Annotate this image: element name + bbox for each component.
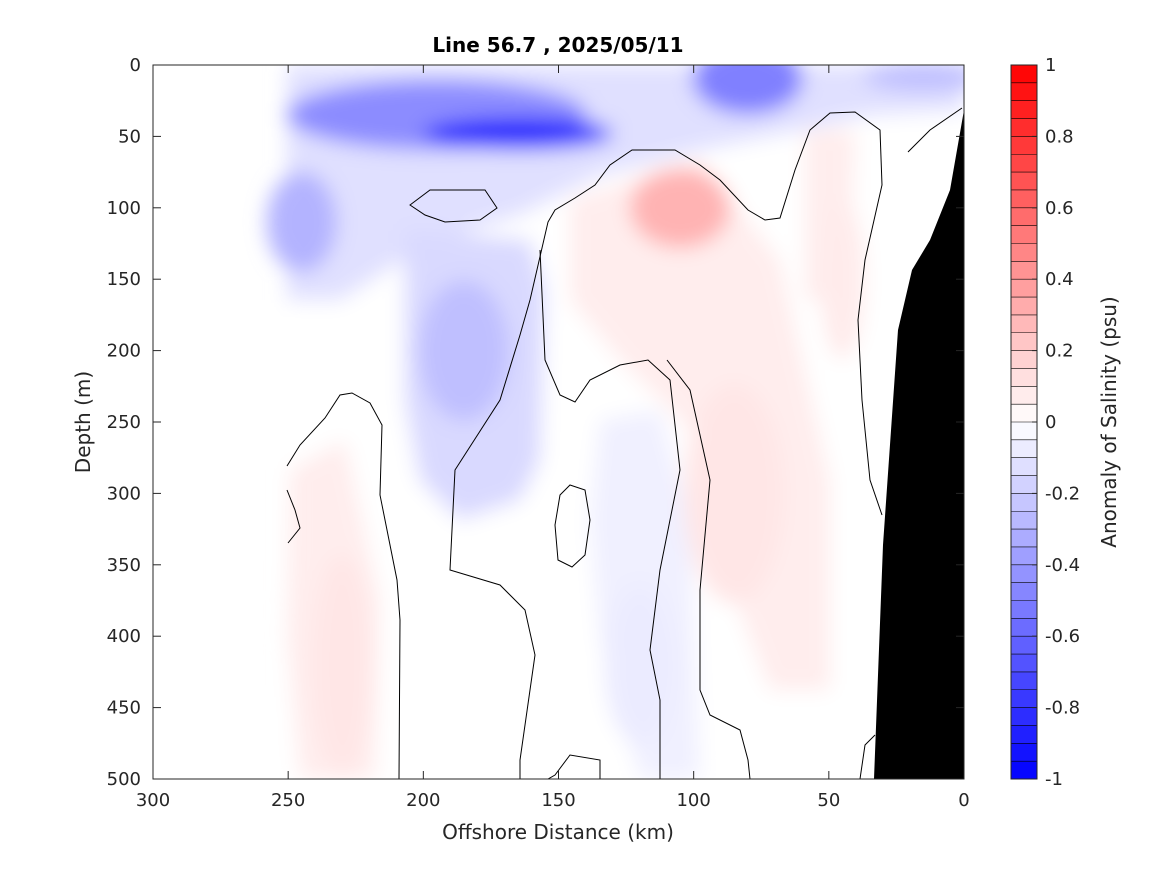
y-tick-label: 250: [107, 412, 141, 433]
colorbar-level: [1011, 314, 1037, 334]
y-tick-label: 300: [107, 483, 141, 504]
y-tick-label: 150: [107, 269, 141, 290]
colorbar-level: [1011, 297, 1037, 316]
colorbar-level: [1011, 707, 1037, 726]
colorbar-level: [1011, 475, 1037, 494]
colorbar-level: [1011, 422, 1037, 441]
y-axis: 0 50 100 150 200 250 300 350 400 450 500: [107, 55, 964, 790]
colorbar-tick-label: 0.6: [1045, 198, 1074, 219]
colorbar-level: [1011, 761, 1037, 780]
y-tick-label: 50: [118, 126, 141, 147]
x-tick-label: 200: [406, 790, 440, 811]
colorbar-level: [1011, 404, 1037, 423]
x-tick-label: 0: [958, 790, 969, 811]
colorbar-tick-label: -0.6: [1045, 626, 1080, 647]
anomaly-field: [266, 65, 964, 779]
colorbar-level: [1011, 636, 1037, 655]
colorbar-level: [1011, 350, 1037, 369]
colorbar-level: [1011, 529, 1037, 548]
colorbar-level: [1011, 100, 1037, 120]
colorbar-tick-label: 0.8: [1045, 126, 1074, 147]
chart-title: Line 56.7 , 2025/05/11: [432, 33, 683, 57]
zero-contour-eddy-320m: [554, 484, 591, 568]
colorbar-level: [1011, 261, 1037, 280]
colorbar: 1 0.8 0.6 0.4 0.2 0 -0.2 -0.4 -0.6 -0.8 -1: [1010, 55, 1080, 790]
region-surface-fresh-east: [692, 65, 803, 115]
y-tick-label: 500: [107, 769, 141, 790]
region-salty-deep-offshore: [312, 554, 373, 775]
colorbar-level: [1011, 332, 1037, 352]
colorbar-level: [1011, 386, 1037, 405]
colorbar-tick-label: 0.2: [1045, 341, 1074, 362]
colorbar-level: [1011, 118, 1037, 137]
plot-area: [153, 65, 964, 779]
region-deep-fresh: [604, 584, 675, 745]
y-axis-label: Depth (m): [71, 371, 95, 473]
colorbar-tick-label: -0.4: [1045, 555, 1080, 576]
colorbar-level: [1011, 439, 1037, 459]
colorbar-level: [1011, 618, 1037, 637]
colorbar-tick-label: 1: [1045, 55, 1056, 76]
y-tick-label: 350: [107, 555, 141, 576]
zero-contour-inner: [539, 249, 681, 779]
x-tick-label: 150: [541, 790, 575, 811]
colorbar-tick-label: 0: [1045, 412, 1056, 433]
x-axis: 300 250 200 150 100 50 0: [136, 65, 970, 811]
x-tick-label: 100: [676, 790, 710, 811]
region-midwater-fresh: [418, 280, 509, 421]
colorbar-level: [1011, 564, 1037, 584]
colorbar-level: [1011, 493, 1037, 512]
colorbar-level: [1011, 600, 1037, 619]
colorbar-level: [1011, 207, 1037, 227]
colorbar-level: [1011, 136, 1037, 155]
y-tick-label: 450: [107, 698, 141, 719]
colorbar-level: [1011, 654, 1037, 673]
region-offshore-fresh-100m: [266, 172, 337, 273]
zero-contour-central: [449, 111, 883, 779]
colorbar-level: [1011, 582, 1037, 601]
zero-contour-eddy-100m: [409, 189, 498, 223]
x-tick-label: 50: [817, 790, 840, 811]
colorbar-tick-label: -0.8: [1045, 698, 1080, 719]
x-tick-label: 250: [271, 790, 305, 811]
colorbar-level: [1011, 671, 1037, 691]
bathymetry-mask: [874, 110, 964, 779]
colorbar-level: [1011, 189, 1037, 209]
y-tick-label: 200: [107, 341, 141, 362]
colorbar-level: [1011, 82, 1037, 102]
x-tick-label: 300: [136, 790, 170, 811]
region-salty-nearshore: [820, 199, 865, 360]
region-salty-tongue: [684, 383, 785, 604]
zero-contours: [286, 107, 963, 779]
colorbar-level: [1011, 225, 1037, 244]
region-surface-fresh-core: [422, 117, 613, 150]
colorbar-label: Anomaly of Salinity (psu): [1097, 296, 1121, 547]
colorbar-level: [1011, 457, 1037, 477]
colorbar-tick-label: 0.4: [1045, 269, 1074, 290]
colorbar-level: [1011, 172, 1037, 191]
colorbar-tick-label: -0.2: [1045, 483, 1080, 504]
colorbar-level: [1011, 65, 1037, 84]
colorbar-level: [1011, 279, 1037, 298]
region-surface-fresh-nearshore: [863, 65, 964, 92]
y-tick-label: 100: [107, 198, 141, 219]
colorbar-level: [1011, 511, 1037, 530]
colorbar-level: [1011, 154, 1037, 173]
colorbar-level: [1011, 368, 1037, 387]
colorbar-level: [1011, 243, 1037, 262]
colorbar-tick-label: -1: [1045, 769, 1063, 790]
region-salty-core: [630, 167, 731, 248]
x-axis-label: Offshore Distance (km): [442, 820, 674, 844]
colorbar-level: [1011, 743, 1037, 762]
colorbar-level: [1011, 546, 1037, 566]
y-tick-label: 400: [107, 626, 141, 647]
zero-contour-nearshore: [286, 107, 963, 779]
zero-contour-deep: [666, 359, 751, 779]
colorbar-level: [1011, 689, 1037, 709]
colorbar-level: [1011, 725, 1037, 744]
y-tick-label: 0: [130, 55, 141, 76]
zero-contour-main: [286, 392, 601, 779]
